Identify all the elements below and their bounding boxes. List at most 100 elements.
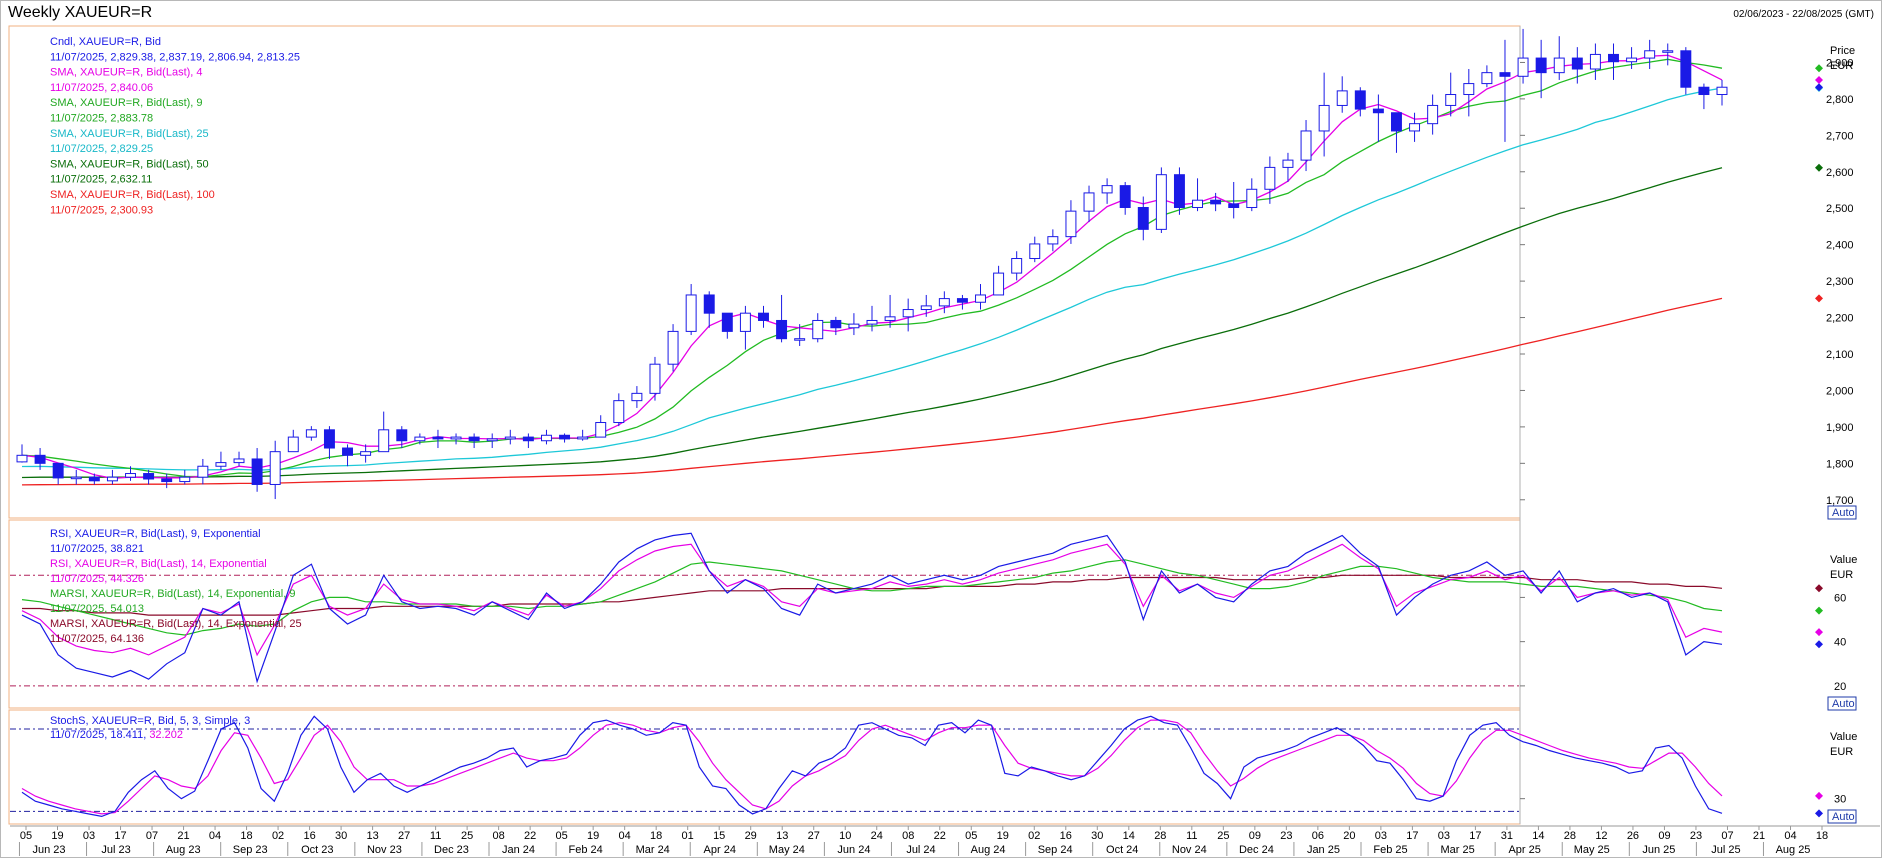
candle[interactable] — [1029, 236, 1041, 263]
candle[interactable] — [305, 426, 317, 441]
candle[interactable] — [486, 433, 498, 449]
candle[interactable] — [1119, 181, 1131, 215]
candle[interactable] — [360, 444, 372, 463]
candle[interactable] — [1246, 178, 1258, 212]
candle[interactable] — [1626, 47, 1638, 70]
stoch-panel[interactable] — [8, 709, 1521, 825]
candle[interactable] — [1608, 43, 1619, 80]
candle[interactable] — [577, 429, 589, 441]
candle[interactable] — [938, 291, 950, 314]
candle[interactable] — [143, 469, 155, 485]
candle[interactable] — [721, 312, 733, 339]
candle[interactable] — [794, 324, 806, 346]
candle[interactable] — [342, 444, 354, 467]
candle[interactable] — [269, 440, 281, 500]
candle[interactable] — [1662, 43, 1674, 66]
candle[interactable] — [34, 448, 46, 470]
candle[interactable] — [559, 433, 571, 443]
candle[interactable] — [776, 294, 788, 343]
candle[interactable] — [1264, 156, 1276, 204]
candle[interactable] — [1535, 39, 1547, 99]
candle[interactable] — [540, 429, 552, 445]
candle[interactable] — [649, 356, 661, 401]
candle[interactable] — [1481, 65, 1493, 88]
candle[interactable] — [1553, 36, 1565, 80]
candle[interactable] — [812, 313, 824, 343]
candle[interactable] — [215, 451, 227, 470]
candle[interactable] — [1065, 200, 1077, 244]
rsi-panel[interactable] — [8, 519, 1521, 709]
candle[interactable] — [88, 473, 100, 485]
candle[interactable] — [758, 305, 769, 328]
candle[interactable] — [161, 473, 173, 489]
candle[interactable] — [1463, 69, 1475, 117]
candle[interactable] — [1589, 43, 1601, 80]
candle[interactable] — [1336, 76, 1348, 113]
candle[interactable] — [1155, 167, 1167, 234]
candle[interactable] — [1716, 79, 1728, 106]
candle[interactable] — [667, 324, 679, 372]
candle[interactable] — [703, 291, 715, 328]
candle[interactable] — [450, 433, 462, 445]
candle[interactable] — [1228, 181, 1240, 219]
candle[interactable] — [52, 462, 64, 485]
candle[interactable] — [522, 433, 534, 449]
candle[interactable] — [70, 469, 82, 485]
candle[interactable] — [1083, 185, 1095, 223]
candle[interactable] — [884, 294, 896, 328]
candle[interactable] — [1680, 47, 1692, 95]
candle[interactable] — [287, 429, 299, 453]
candle[interactable] — [631, 386, 643, 408]
candle[interactable] — [1644, 39, 1656, 70]
candle[interactable] — [1354, 87, 1366, 117]
candle[interactable] — [1517, 28, 1529, 84]
candle[interactable] — [414, 433, 426, 445]
candle[interactable] — [1445, 72, 1457, 117]
candle[interactable] — [468, 433, 480, 449]
candle[interactable] — [1427, 94, 1439, 135]
candle[interactable] — [1282, 152, 1294, 182]
candle[interactable] — [1300, 120, 1312, 172]
candle[interactable] — [323, 426, 335, 459]
candle[interactable] — [1047, 229, 1059, 252]
candle[interactable] — [378, 411, 390, 453]
candle[interactable] — [1698, 83, 1710, 110]
candle[interactable] — [233, 451, 245, 467]
candle[interactable] — [179, 469, 191, 485]
candle[interactable] — [1192, 178, 1204, 212]
candle[interactable] — [830, 316, 842, 336]
candle[interactable] — [739, 305, 751, 350]
candle[interactable] — [432, 429, 444, 449]
candle[interactable] — [902, 298, 914, 332]
candle[interactable] — [848, 313, 860, 336]
rsi-auto-button[interactable]: Auto — [1827, 696, 1857, 711]
candle[interactable] — [1409, 112, 1421, 142]
candle[interactable] — [1318, 72, 1330, 157]
candle[interactable] — [106, 469, 118, 485]
candle[interactable] — [1137, 196, 1149, 241]
candle[interactable] — [956, 294, 968, 310]
candle[interactable] — [993, 265, 1005, 296]
candle[interactable] — [920, 294, 932, 317]
candle[interactable] — [1101, 178, 1113, 204]
stoch-auto-button[interactable]: Auto — [1827, 809, 1857, 824]
candle[interactable] — [613, 393, 625, 427]
candle[interactable] — [1571, 47, 1583, 84]
candle[interactable] — [1173, 167, 1185, 215]
candle[interactable] — [251, 448, 263, 492]
candle[interactable] — [197, 458, 209, 485]
candle[interactable] — [685, 284, 697, 336]
candle[interactable] — [396, 426, 408, 449]
candle[interactable] — [595, 415, 607, 438]
candle[interactable] — [866, 305, 878, 332]
candle[interactable] — [16, 444, 28, 463]
candle[interactable] — [1390, 112, 1402, 153]
candle[interactable] — [125, 466, 136, 481]
candle[interactable] — [504, 429, 516, 445]
candle[interactable] — [1210, 192, 1222, 212]
candle[interactable] — [1499, 39, 1511, 142]
price-panel[interactable] — [8, 25, 1521, 519]
candle[interactable] — [1011, 251, 1023, 281]
price-auto-button[interactable]: Auto — [1827, 505, 1857, 520]
